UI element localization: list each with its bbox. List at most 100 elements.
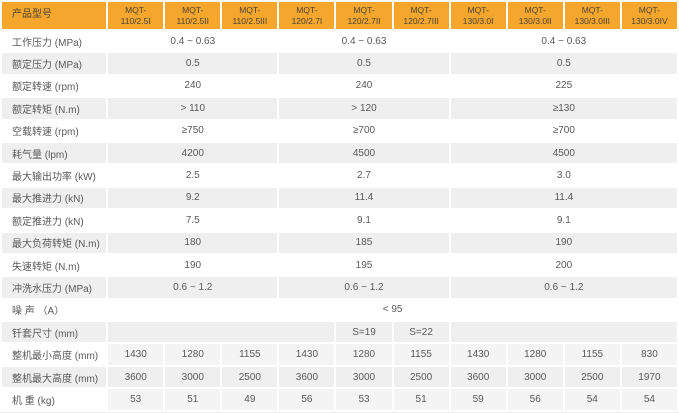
spec-cell: 7.5 bbox=[108, 210, 278, 231]
spec-row: 最大输出功率 (kW) 2.5 2.7 3.0 bbox=[2, 165, 677, 186]
spec-cell bbox=[450, 322, 677, 343]
spec-cell: 9.1 bbox=[279, 210, 449, 231]
spec-cell: ≥130 bbox=[450, 98, 677, 119]
spec-row: 额定压力 (MPa) 0.5 0.5 0.5 bbox=[2, 53, 677, 74]
model-column-header: MQT- 130/3.0IV bbox=[621, 2, 677, 29]
spec-cell: 190 bbox=[450, 232, 677, 253]
row-label: 额定转速 (rpm) bbox=[2, 75, 107, 97]
spec-row: 机 重 (kg) 53 51 49 56 53 51 59 56 54 54 bbox=[2, 389, 677, 410]
spec-row: 冲洗水压力 (MPa) 0.6 ~ 1.2 0.6 ~ 1.2 0.6 ~ 1.2 bbox=[2, 277, 677, 298]
spec-row: 整机最大高度 (mm) 3600 3000 2500 3600 3000 2500 3600 3… bbox=[2, 366, 677, 388]
spec-cell: 3000 bbox=[165, 366, 221, 388]
model-name-line1: MQT- bbox=[182, 5, 204, 15]
spec-cell: S=22 bbox=[393, 322, 449, 343]
table-bottom-border bbox=[0, 411, 679, 413]
spec-cell: 0.5 bbox=[108, 53, 278, 74]
model-column-header: MQT- 120/2.7I bbox=[279, 2, 335, 29]
spec-cell: 0.5 bbox=[279, 53, 449, 74]
spec-cell: 1430 bbox=[450, 344, 506, 365]
model-name-line1: MQT- bbox=[467, 5, 489, 15]
spec-cell bbox=[108, 322, 335, 343]
header-row: 产品型号 MQT- 110/2.5I MQT- 110/2.5II MQT- 110/2.… bbox=[2, 2, 677, 29]
spec-cell: S=19 bbox=[336, 322, 392, 343]
row-label: 整机最小高度 (mm) bbox=[2, 344, 107, 365]
spec-cell: 2500 bbox=[222, 366, 278, 388]
spec-cell: 3000 bbox=[507, 366, 563, 388]
model-name-line2: 130/3.0II bbox=[518, 15, 552, 26]
model-name-line2: 130/3.0I bbox=[462, 15, 494, 26]
spec-cell: 3600 bbox=[108, 366, 164, 388]
spec-cell: 51 bbox=[393, 389, 449, 410]
spec-cell: 0.6 ~ 1.2 bbox=[279, 277, 449, 298]
spec-cell: 3.0 bbox=[450, 165, 677, 186]
model-column-header: MQT- 130/3.0III bbox=[564, 2, 620, 29]
model-name-line1: MQT- bbox=[125, 5, 147, 15]
row-label: 耗气量 (lpm) bbox=[2, 142, 107, 164]
spec-cell: 54 bbox=[621, 389, 677, 410]
spec-cell: 4200 bbox=[108, 142, 278, 164]
spec-cell: 4500 bbox=[450, 142, 677, 164]
model-name-line1: MQT- bbox=[353, 5, 375, 15]
spec-cell: 0.5 bbox=[450, 53, 677, 74]
spec-cell: 240 bbox=[279, 75, 449, 97]
spec-row: 钎套尺寸 (mm) S=19 S=22 bbox=[2, 322, 677, 343]
spec-cell: 1280 bbox=[336, 344, 392, 365]
model-column-header: MQT- 130/3.0I bbox=[450, 2, 506, 29]
spec-cell: 2.7 bbox=[279, 165, 449, 186]
spec-cell: 0.4 ~ 0.63 bbox=[108, 31, 278, 52]
spec-cell: > 110 bbox=[108, 98, 278, 119]
spec-cell: 0.6 ~ 1.2 bbox=[450, 277, 677, 298]
spec-cell: 200 bbox=[450, 254, 677, 276]
spec-cell: 195 bbox=[279, 254, 449, 276]
row-label: 整机最大高度 (mm) bbox=[2, 366, 107, 388]
spec-cell: 3600 bbox=[450, 366, 506, 388]
spec-cell: 11.4 bbox=[279, 187, 449, 209]
row-label: 工作压力 (MPa) bbox=[2, 31, 107, 52]
model-name-line1: MQT- bbox=[410, 5, 432, 15]
spec-table-body: 工作压力 (MPa) 0.4 ~ 0.63 0.4 ~ 0.63 0.4 ~ 0.63… bbox=[2, 31, 677, 410]
model-name-line2: 130/3.0III bbox=[574, 15, 611, 26]
model-name-line2: 110/2.5I bbox=[120, 15, 151, 26]
spec-row: 工作压力 (MPa) 0.4 ~ 0.63 0.4 ~ 0.63 0.4 ~ 0.63 bbox=[2, 31, 677, 52]
spec-cell: 830 bbox=[621, 344, 677, 365]
model-name-line1: MQT- bbox=[638, 5, 661, 15]
model-name-line1: MQT- bbox=[239, 5, 261, 15]
spec-cell: 4500 bbox=[279, 142, 449, 164]
model-name-line1: MQT- bbox=[581, 5, 603, 15]
model-name-line1: MQT- bbox=[524, 5, 546, 15]
spec-cell: > 120 bbox=[279, 98, 449, 119]
spec-cell: 1280 bbox=[165, 344, 221, 365]
model-column-header: MQT- 120/2.7II bbox=[336, 2, 392, 29]
spec-cell: ≥700 bbox=[450, 120, 677, 141]
spec-cell: 190 bbox=[108, 254, 278, 276]
spec-row: 最大推进力 (kN) 9.2 11.4 11.4 bbox=[2, 187, 677, 209]
spec-cell: 1430 bbox=[108, 344, 164, 365]
spec-cell: 3000 bbox=[336, 366, 392, 388]
spec-cell: 51 bbox=[165, 389, 221, 410]
spec-row: 额定转矩 (N.m) > 110 > 120 ≥130 bbox=[2, 98, 677, 119]
spec-cell: 9.1 bbox=[450, 210, 677, 231]
model-name-line2: 120/2.7I bbox=[291, 15, 323, 26]
model-name-line2: 110/2.5II bbox=[176, 15, 209, 26]
spec-cell: 1155 bbox=[393, 344, 449, 365]
row-label: 最大输出功率 (kW) bbox=[2, 165, 107, 186]
row-label: 噪 声 （A） bbox=[2, 299, 107, 321]
row-label: 空载转速 (rpm) bbox=[2, 120, 107, 141]
spec-cell: 2500 bbox=[564, 366, 620, 388]
spec-cell: 185 bbox=[279, 232, 449, 253]
spec-cell: ≥750 bbox=[108, 120, 278, 141]
model-name-line2: 130/3.0IV bbox=[631, 15, 668, 26]
spec-cell: 9.2 bbox=[108, 187, 278, 209]
spec-cell: 1155 bbox=[222, 344, 278, 365]
model-name-line2: 120/2.7III bbox=[403, 15, 439, 26]
spec-cell: 2500 bbox=[393, 366, 449, 388]
spec-cell: 180 bbox=[108, 232, 278, 253]
spec-row: 额定转速 (rpm) 240 240 225 bbox=[2, 75, 677, 97]
spec-row: 失速转矩 (N.m) 190 195 200 bbox=[2, 254, 677, 276]
model-column-header: MQT- 110/2.5III bbox=[222, 2, 278, 29]
spec-row: 耗气量 (lpm) 4200 4500 4500 bbox=[2, 142, 677, 164]
spec-cell: 1970 bbox=[621, 366, 677, 388]
spec-cell: 53 bbox=[108, 389, 164, 410]
